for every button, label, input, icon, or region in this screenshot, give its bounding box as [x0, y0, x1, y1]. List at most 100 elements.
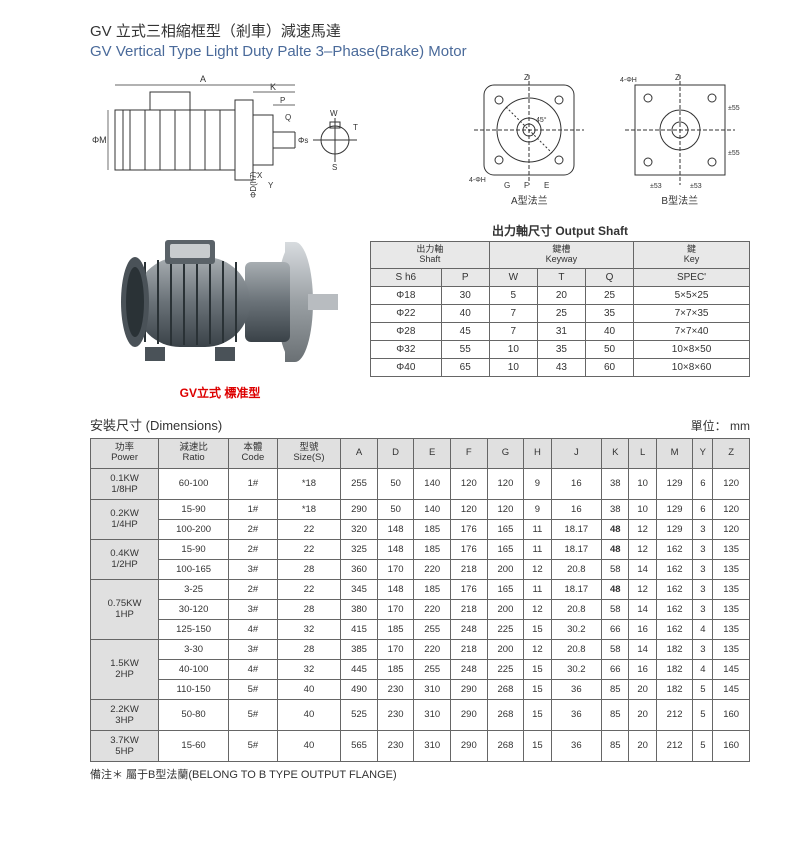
dim-power-cell: 0.75KW1HP: [91, 579, 159, 639]
dim-cell: 565: [341, 730, 378, 761]
dim-cell: 38: [602, 499, 629, 519]
dim-cell: 140: [414, 499, 451, 519]
shaft-cell: Φ40: [371, 358, 442, 376]
dim-power-cell: 0.2KW1/4HP: [91, 499, 159, 539]
dim-cell: 5#: [229, 699, 278, 730]
dim-cell: 14: [629, 599, 656, 619]
shaft-cell: 5: [489, 286, 537, 304]
dim-cell: 4: [693, 659, 713, 679]
dim-col-header: 功率Power: [91, 439, 159, 469]
dim-cell: 5#: [229, 679, 278, 699]
dim-cell: 176: [451, 519, 488, 539]
shaft-col-header: SPEC': [634, 268, 750, 286]
dim-cell: 15-60: [159, 730, 229, 761]
dim-cell: 40: [277, 730, 340, 761]
dim-cell: 230: [377, 679, 414, 699]
dim-cell: 4#: [229, 659, 278, 679]
dim-cell: 162: [656, 539, 693, 559]
dim-cell: 290: [451, 699, 488, 730]
dim-cell: 28: [277, 599, 340, 619]
svg-text:Z: Z: [675, 73, 680, 82]
shaft-group-header: 出力軸Shaft: [371, 242, 490, 269]
svg-text:Z: Z: [524, 73, 529, 82]
dim-cell: 255: [414, 619, 451, 639]
shaft-cell: 65: [441, 358, 489, 376]
dim-cell: 48: [602, 539, 629, 559]
dim-cell: 3: [693, 599, 713, 619]
dim-cell: 290: [341, 499, 378, 519]
dim-cell: 170: [377, 639, 414, 659]
dim-cell: 5: [693, 679, 713, 699]
dim-cell: 320: [341, 519, 378, 539]
shaft-cell: 31: [537, 322, 585, 340]
dim-cell: 2#: [229, 519, 278, 539]
shaft-cell: 40: [585, 322, 633, 340]
svg-text:4-ΦH: 4-ΦH: [469, 177, 486, 184]
flange-a-caption: A型法兰: [464, 192, 594, 207]
dim-cell: 50-80: [159, 699, 229, 730]
dim-power-cell: 0.4KW1/2HP: [91, 539, 159, 579]
dim-col-header: F: [451, 439, 488, 469]
output-shaft-table: 出力軸Shaft鍵槽Keyway鍵Key S h6PWTQSPEC' Φ1830…: [370, 241, 750, 377]
dim-cell: 165: [487, 519, 524, 539]
shaft-cell: 55: [441, 340, 489, 358]
dim-cell: 1#: [229, 468, 278, 499]
dim-power-cell: 1.5KW2HP: [91, 639, 159, 699]
dim-cell: 32: [277, 659, 340, 679]
dim-cell: 135: [713, 579, 750, 599]
dim-cell: 11: [524, 579, 551, 599]
product-photo: [90, 222, 350, 382]
dim-cell: 218: [451, 599, 488, 619]
dim-cell: 385: [341, 639, 378, 659]
dim-cell: 345: [341, 579, 378, 599]
dim-cell: 176: [451, 579, 488, 599]
dim-cell: 40: [277, 679, 340, 699]
dim-cell: 120: [487, 499, 524, 519]
dim-cell: 60-100: [159, 468, 229, 499]
dim-cell: 18.17: [551, 519, 602, 539]
dim-cell: 28: [277, 639, 340, 659]
dim-cell: 3: [693, 539, 713, 559]
dim-cell: 2#: [229, 579, 278, 599]
diagram-row: A K P Q X Y ΦM Φs ΦD(h7): [90, 70, 750, 210]
svg-text:G: G: [504, 181, 510, 190]
dim-cell: 15: [524, 679, 551, 699]
dim-col-header: D: [377, 439, 414, 469]
dim-cell: 3: [693, 519, 713, 539]
dim-cell: 15-90: [159, 539, 229, 559]
dim-cell: 11: [524, 519, 551, 539]
dim-col-header: 型號Size(S): [277, 439, 340, 469]
dim-cell: 85: [602, 699, 629, 730]
dim-cell: 12: [629, 519, 656, 539]
dim-cell: 162: [656, 559, 693, 579]
dimensions-unit: 單位： mm: [691, 417, 750, 434]
dim-col-header: H: [524, 439, 551, 469]
dim-cell: 176: [451, 539, 488, 559]
dim-cell: 165: [487, 539, 524, 559]
dim-cell: 30-120: [159, 599, 229, 619]
svg-text:E: E: [544, 181, 549, 190]
svg-text:±53: ±53: [690, 183, 702, 190]
dim-cell: 16: [551, 468, 602, 499]
dim-cell: 30.2: [551, 659, 602, 679]
shaft-cell: 40: [441, 304, 489, 322]
dim-cell: 218: [451, 559, 488, 579]
dim-col-header: E: [414, 439, 451, 469]
shaft-cell: Φ22: [371, 304, 442, 322]
shaft-cell: 43: [537, 358, 585, 376]
dim-cell: 185: [414, 539, 451, 559]
dimensions-table: 功率Power減速比Ratio本體Code型號Size(S)ADEFGHJKLM…: [90, 438, 750, 762]
svg-text:ΦD(h7): ΦD(h7): [249, 171, 258, 198]
dim-cell: 66: [602, 619, 629, 639]
dim-col-header: A: [341, 439, 378, 469]
shaft-col-header: P: [441, 268, 489, 286]
shaft-cell: 25: [537, 304, 585, 322]
shaft-cell: Φ28: [371, 322, 442, 340]
output-shaft-title: 出力軸尺寸 Output Shaft: [370, 222, 750, 239]
dim-cell: 135: [713, 539, 750, 559]
dim-cell: *18: [277, 468, 340, 499]
dim-power-cell: 2.2KW3HP: [91, 699, 159, 730]
dim-cell: 3: [693, 579, 713, 599]
dim-cell: 85: [602, 730, 629, 761]
dim-cell: 15: [524, 619, 551, 639]
